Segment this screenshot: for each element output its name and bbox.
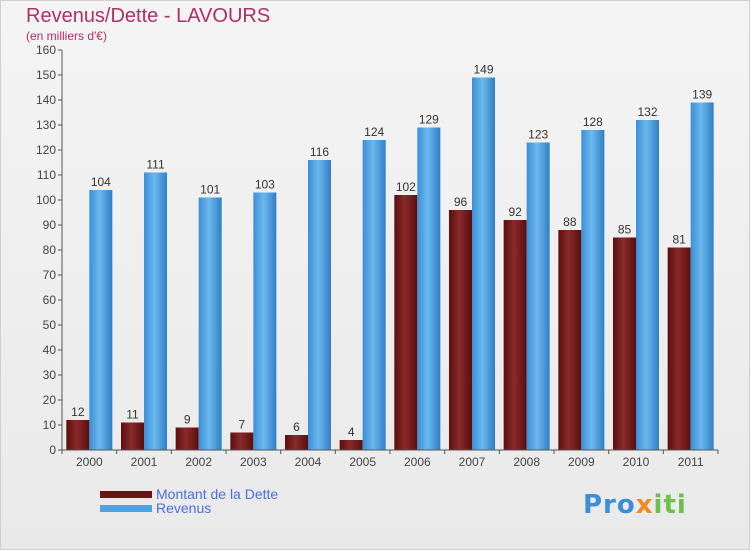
logo-text-1: Pro (583, 490, 636, 520)
bar-revenus (417, 127, 441, 450)
data-label-dette: 6 (293, 420, 300, 434)
bar-revenus (526, 142, 550, 450)
x-tick-label: 2009 (568, 455, 595, 469)
y-tick-label: 50 (43, 318, 57, 332)
data-label-revenus: 124 (364, 125, 384, 139)
y-tick-label: 20 (43, 393, 57, 407)
data-label-revenus: 132 (637, 105, 657, 119)
x-tick-label: 2008 (513, 455, 540, 469)
x-tick-label: 2004 (295, 455, 322, 469)
y-tick-label: 130 (36, 118, 56, 132)
bar-revenus (690, 102, 714, 450)
x-tick-label: 2003 (240, 455, 267, 469)
data-label-revenus: 116 (310, 145, 329, 159)
data-label-revenus: 104 (91, 175, 111, 189)
bar-revenus (308, 160, 331, 450)
x-tick-label: 2011 (678, 455, 704, 469)
data-label-revenus: 129 (419, 113, 439, 127)
bar-dette (449, 210, 472, 450)
bar-dette (613, 237, 636, 450)
data-label-dette: 11 (126, 408, 139, 422)
data-label-revenus: 101 (200, 183, 220, 197)
x-tick-label: 2005 (349, 455, 376, 469)
bar-revenus (144, 172, 167, 450)
legend-item-dette: Montant de la Dette (100, 486, 278, 502)
y-tick-label: 10 (43, 418, 57, 432)
data-label-revenus: 111 (146, 158, 165, 172)
y-tick-label: 30 (43, 368, 57, 382)
y-tick-label: 0 (49, 443, 56, 457)
legend-label-dette: Montant de la Dette (156, 486, 279, 502)
y-tick-label: 60 (43, 293, 57, 307)
chart-subtitle: (en milliers d'€) (26, 29, 107, 43)
bar-dette (230, 432, 254, 450)
y-tick-label: 150 (36, 68, 56, 82)
y-tick-label: 80 (43, 243, 57, 257)
data-label-dette: 85 (618, 223, 632, 237)
bar-dette (121, 422, 144, 450)
y-tick-label: 40 (43, 343, 57, 357)
bar-dette (339, 440, 363, 450)
data-label-revenus: 139 (692, 88, 712, 102)
y-tick-label: 110 (37, 168, 56, 182)
y-tick-label: 90 (43, 218, 57, 232)
bar-dette (394, 195, 418, 450)
data-label-dette: 96 (454, 195, 468, 209)
y-tick-label: 120 (36, 143, 56, 157)
data-label-dette: 4 (348, 425, 355, 439)
y-tick-label: 70 (43, 268, 57, 282)
x-tick-label: 2001 (131, 455, 158, 469)
proxiti-logo: Proxiti (583, 490, 687, 520)
bar-revenus (581, 130, 605, 450)
legend-swatch-dette (100, 490, 152, 498)
x-tick-label: 2010 (623, 455, 650, 469)
legend-swatch-revenus (100, 504, 152, 512)
x-tick-label: 2006 (404, 455, 431, 469)
data-label-revenus: 149 (473, 63, 493, 77)
data-label-dette: 7 (238, 418, 245, 432)
bar-dette (558, 230, 582, 450)
data-label-dette: 88 (563, 215, 577, 229)
bar-revenus (636, 120, 659, 450)
legend-item-revenus: Revenus (100, 500, 211, 516)
y-tick-label: 160 (36, 43, 56, 57)
logo-text-3: iti (653, 490, 687, 520)
data-label-dette: 9 (184, 413, 191, 427)
x-tick-label: 2007 (459, 455, 486, 469)
data-label-revenus: 103 (255, 178, 275, 192)
data-label-dette: 81 (672, 233, 686, 247)
y-tick-label: 140 (36, 93, 56, 107)
legend-label-revenus: Revenus (156, 500, 212, 516)
data-label-dette: 92 (508, 205, 522, 219)
bars-group: 1210411111910171036116412410212996149921… (66, 63, 714, 450)
bar-dette (66, 420, 90, 450)
logo-text-2: x (635, 490, 654, 520)
bar-dette (175, 427, 199, 450)
bar-revenus (89, 190, 113, 450)
chart-title: Revenus/Dette - LAVOURS (26, 5, 271, 27)
y-tick-label: 100 (36, 193, 56, 207)
bar-dette (285, 435, 308, 450)
data-label-revenus: 123 (528, 128, 548, 142)
x-axis: 2000 2001 2002 2003 2004 2005 2006 2007 2008 2009… (61, 449, 719, 469)
bar-dette (503, 220, 527, 450)
x-tick-label: 2002 (185, 455, 212, 469)
data-label-dette: 12 (71, 405, 85, 419)
data-label-dette: 102 (396, 180, 416, 194)
data-label-revenus: 128 (583, 115, 603, 129)
x-tick-label: 2000 (76, 455, 103, 469)
bar-revenus (253, 192, 277, 450)
bar-revenus (362, 140, 386, 450)
bar-dette (667, 247, 691, 450)
y-axis: 0 10 20 30 40 50 60 70 80 90 100 110 120 130 140 150 160 (36, 43, 63, 457)
bar-revenus (472, 77, 495, 450)
bar-revenus (198, 197, 222, 450)
